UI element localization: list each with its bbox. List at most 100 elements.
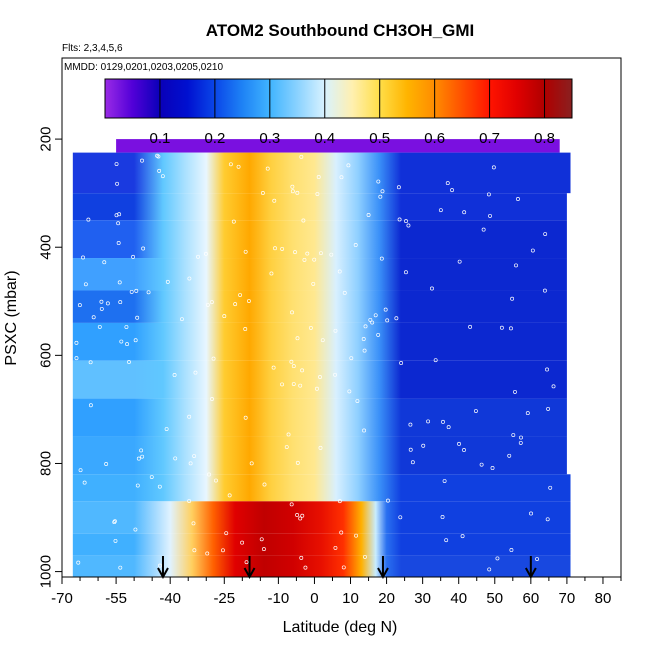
observation-point <box>462 210 467 215</box>
observation-point <box>370 320 375 325</box>
observation-point <box>361 336 366 341</box>
observation-point <box>320 338 325 343</box>
observation-point <box>97 324 102 329</box>
observation-point <box>192 454 197 459</box>
observation-point <box>129 289 134 294</box>
observation-point <box>135 483 140 488</box>
observation-point <box>149 475 154 479</box>
observation-point <box>78 468 83 473</box>
x-tick-label: -40 <box>159 590 181 607</box>
observation-point <box>233 302 238 307</box>
observation-point <box>187 499 192 504</box>
observation-point <box>187 414 192 419</box>
observation-point <box>77 303 82 308</box>
observation-point <box>499 325 504 330</box>
observation-point <box>119 339 124 344</box>
observation-point <box>131 254 136 259</box>
y-axis-label: PSXC (mbar) <box>3 270 20 365</box>
observation-point <box>134 288 139 293</box>
observation-point <box>337 269 342 274</box>
observation-markers <box>74 153 556 572</box>
observation-point <box>385 318 390 323</box>
observation-point <box>140 158 144 163</box>
x-tick-label: 20 <box>378 590 395 607</box>
observation-point <box>173 456 178 461</box>
colorbar-tick-label: 0.6 <box>424 130 445 147</box>
observation-point <box>243 327 248 331</box>
observation-point <box>141 246 146 251</box>
observation-point <box>117 280 122 285</box>
observation-point <box>289 359 294 364</box>
observation-point <box>404 219 408 224</box>
heatmap-cell <box>72 436 567 475</box>
observation-point <box>116 221 121 226</box>
observation-point <box>457 441 461 446</box>
observation-point <box>291 364 296 369</box>
observation-point <box>81 255 85 260</box>
observation-point <box>99 306 104 311</box>
x-tick-label: -70 <box>51 590 73 607</box>
observation-point <box>210 397 214 401</box>
heatmap-cell <box>72 360 567 399</box>
observation-point <box>444 538 449 543</box>
observation-point <box>133 527 138 532</box>
observation-point <box>127 360 131 364</box>
observation-point <box>315 386 319 391</box>
observation-point <box>518 440 523 445</box>
observation-point <box>315 192 320 197</box>
observation-point <box>319 251 323 256</box>
observation-point <box>511 433 516 437</box>
observation-point <box>457 259 462 264</box>
observation-point <box>333 372 337 377</box>
observation-point <box>271 365 276 370</box>
observation-point <box>363 324 368 329</box>
observation-point <box>295 336 300 341</box>
observation-point <box>383 307 388 312</box>
observation-point <box>368 317 373 322</box>
observation-point <box>316 175 321 179</box>
observation-point <box>486 192 491 197</box>
observation-point <box>207 472 211 477</box>
observation-point <box>404 270 408 275</box>
observation-point <box>355 399 360 403</box>
observation-point <box>548 485 553 490</box>
observation-point <box>74 340 79 345</box>
x-tick-label: 40 <box>450 590 467 607</box>
observation-point <box>116 240 121 245</box>
observation-point <box>433 358 438 363</box>
colorbar-ticks: 0.1 0.2 0.3 0.4 0.5 0.6 0.7 0.8 <box>150 79 555 147</box>
observation-point <box>546 406 551 411</box>
observation-point <box>542 288 547 293</box>
observation-point <box>158 563 162 568</box>
colorbar-gradient <box>104 78 573 119</box>
observation-point <box>346 163 351 168</box>
observation-point <box>525 411 530 416</box>
observation-point <box>318 375 322 379</box>
observation-point <box>290 310 294 315</box>
observation-point <box>426 419 431 424</box>
observation-point <box>487 567 492 572</box>
observation-point <box>76 560 81 565</box>
observation-point <box>300 368 305 373</box>
observation-point <box>260 191 265 195</box>
y-tick-label: 800 <box>38 451 55 476</box>
observation-point <box>273 246 277 251</box>
x-tick-label: 60 <box>522 590 539 607</box>
observation-point <box>269 271 274 276</box>
observation-point <box>193 370 198 375</box>
x-tick-label: 0 <box>310 590 318 607</box>
observation-point <box>386 498 390 503</box>
y-tick-label: 400 <box>38 235 55 260</box>
observation-point <box>519 435 523 440</box>
observation-point <box>529 511 533 516</box>
observation-point <box>172 373 177 377</box>
observation-point <box>509 326 513 331</box>
observation-point <box>481 227 486 232</box>
observation-point <box>243 249 248 254</box>
observation-point <box>399 361 404 365</box>
observation-point <box>300 513 305 518</box>
observation-point <box>157 168 162 173</box>
observation-point <box>88 403 93 408</box>
y-tick-label: 1000 <box>38 555 55 588</box>
